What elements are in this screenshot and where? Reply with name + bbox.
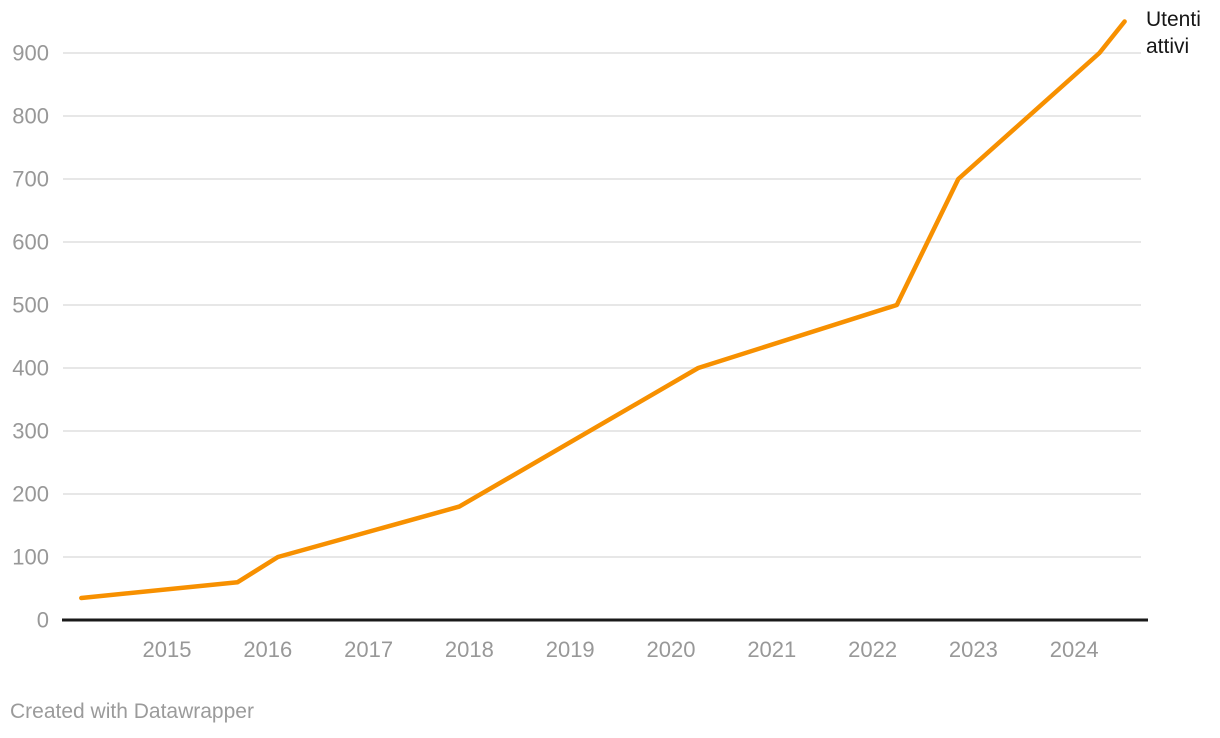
y-axis-tick-label: 900 (12, 41, 49, 66)
x-axis-tick-label: 2022 (848, 637, 897, 662)
x-axis-tick-label: 2021 (747, 637, 796, 662)
x-axis-tick-label: 2018 (445, 637, 494, 662)
y-axis-tick-label: 300 (12, 419, 49, 444)
x-axis-tick-label: 2016 (243, 637, 292, 662)
y-axis-tick-label: 700 (12, 167, 49, 192)
x-axis-tick-label: 2020 (647, 637, 696, 662)
x-axis-tick-label: 2015 (143, 637, 192, 662)
y-axis-tick-label: 600 (12, 230, 49, 255)
y-axis-tick-label: 500 (12, 293, 49, 318)
y-axis-tick-label: 200 (12, 482, 49, 507)
x-axis-tick-label: 2019 (546, 637, 595, 662)
y-axis-tick-label: 100 (12, 545, 49, 570)
data-line-utenti-attivi (79, 19, 1127, 601)
datawrapper-attribution-link[interactable]: Created with Datawrapper (10, 700, 254, 723)
y-axis-tick-label: 0 (37, 608, 49, 633)
x-axis-tick-label: 2017 (344, 637, 393, 662)
series-direct-label: Utenti attivi (1146, 8, 1201, 59)
x-axis-tick-label: 2024 (1050, 637, 1099, 662)
y-axis-tick-label: 800 (12, 104, 49, 129)
x-axis-tick-label: 2023 (949, 637, 998, 662)
y-axis-tick-label: 400 (12, 356, 49, 381)
